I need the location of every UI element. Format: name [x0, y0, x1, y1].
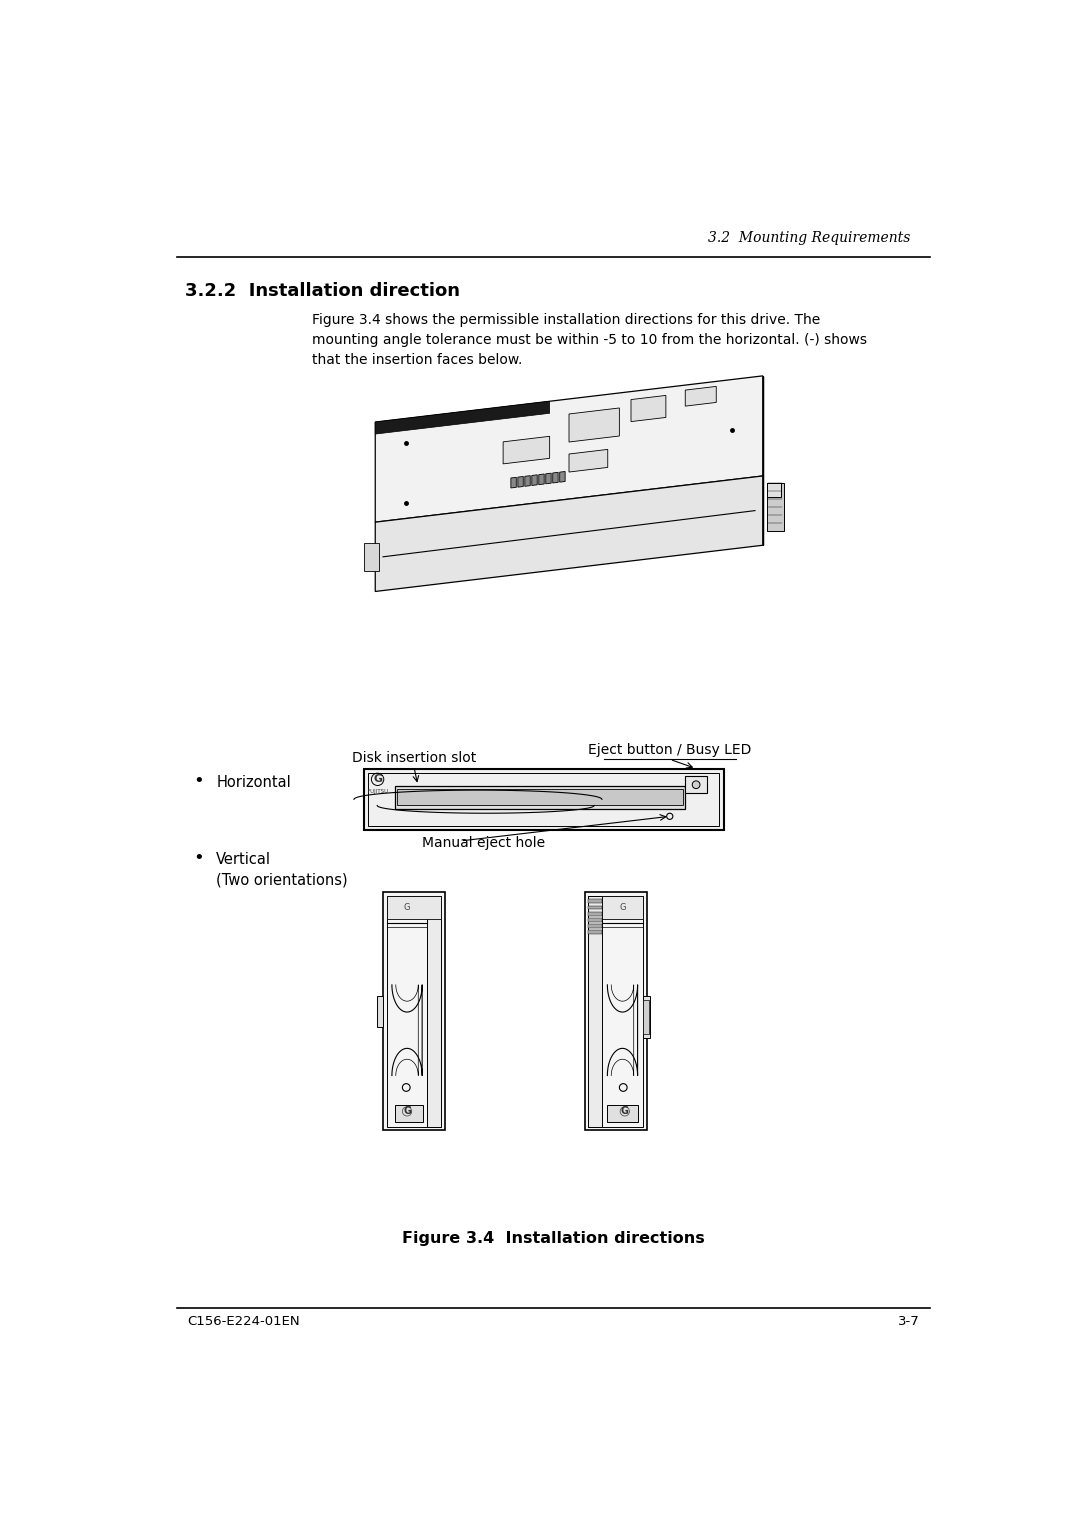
Bar	[387, 895, 441, 918]
Text: FUJITSU: FUJITSU	[367, 790, 388, 795]
Bar	[607, 1105, 638, 1122]
Polygon shape	[375, 402, 550, 434]
Text: 3.2.2  Installation direction: 3.2.2 Installation direction	[186, 283, 460, 299]
Polygon shape	[525, 475, 530, 486]
Text: G: G	[403, 1106, 411, 1117]
Text: G: G	[620, 903, 626, 912]
Bar	[767, 483, 784, 532]
Polygon shape	[511, 477, 516, 487]
Text: G: G	[404, 903, 410, 912]
Bar	[364, 769, 724, 830]
Bar	[368, 773, 719, 825]
Polygon shape	[375, 475, 762, 591]
Bar	[589, 918, 603, 921]
Text: Disk insertion slot: Disk insertion slot	[352, 750, 476, 764]
Polygon shape	[539, 474, 544, 484]
Text: C156-E224-01EN: C156-E224-01EN	[188, 1316, 300, 1328]
Bar	[589, 906, 603, 909]
Bar	[394, 785, 685, 808]
Polygon shape	[545, 474, 551, 484]
Bar	[589, 900, 603, 903]
Bar	[394, 1105, 422, 1122]
Text: Eject button / Busy LED: Eject button / Busy LED	[589, 743, 752, 756]
Bar	[603, 895, 643, 918]
Text: Figure 3.4  Installation directions: Figure 3.4 Installation directions	[402, 1230, 705, 1245]
Bar	[589, 924, 603, 927]
Text: Manual eject hole: Manual eject hole	[422, 836, 545, 850]
Bar	[644, 999, 649, 1034]
Bar	[589, 931, 603, 934]
Polygon shape	[517, 477, 524, 487]
Polygon shape	[685, 387, 716, 406]
Polygon shape	[503, 437, 550, 465]
Circle shape	[692, 781, 700, 788]
Text: 3-7: 3-7	[897, 1316, 919, 1328]
Bar	[643, 996, 650, 1038]
Bar	[589, 895, 603, 1126]
Bar	[584, 892, 647, 1131]
Bar	[377, 996, 383, 1027]
Bar	[685, 776, 707, 793]
Polygon shape	[559, 472, 565, 483]
Text: •: •	[193, 850, 204, 868]
Bar	[589, 895, 643, 1126]
Polygon shape	[364, 542, 379, 570]
Text: G: G	[373, 775, 382, 784]
Polygon shape	[569, 408, 619, 442]
Bar	[383, 892, 445, 1131]
Polygon shape	[569, 449, 608, 472]
Polygon shape	[375, 376, 762, 523]
Bar	[767, 483, 781, 497]
Polygon shape	[531, 475, 537, 486]
Text: •: •	[193, 773, 204, 790]
Text: Figure 3.4 shows the permissible installation directions for this drive. The
mou: Figure 3.4 shows the permissible install…	[312, 313, 867, 367]
Bar	[428, 895, 441, 1126]
Bar	[397, 790, 683, 805]
Text: G: G	[621, 1106, 629, 1117]
Bar	[589, 912, 603, 915]
Polygon shape	[553, 472, 558, 483]
Text: Horizontal: Horizontal	[216, 775, 292, 790]
Text: 3.2  Mounting Requirements: 3.2 Mounting Requirements	[707, 231, 910, 244]
Text: Vertical
(Two orientations): Vertical (Two orientations)	[216, 851, 348, 888]
Polygon shape	[631, 396, 666, 422]
Bar	[387, 895, 441, 1126]
